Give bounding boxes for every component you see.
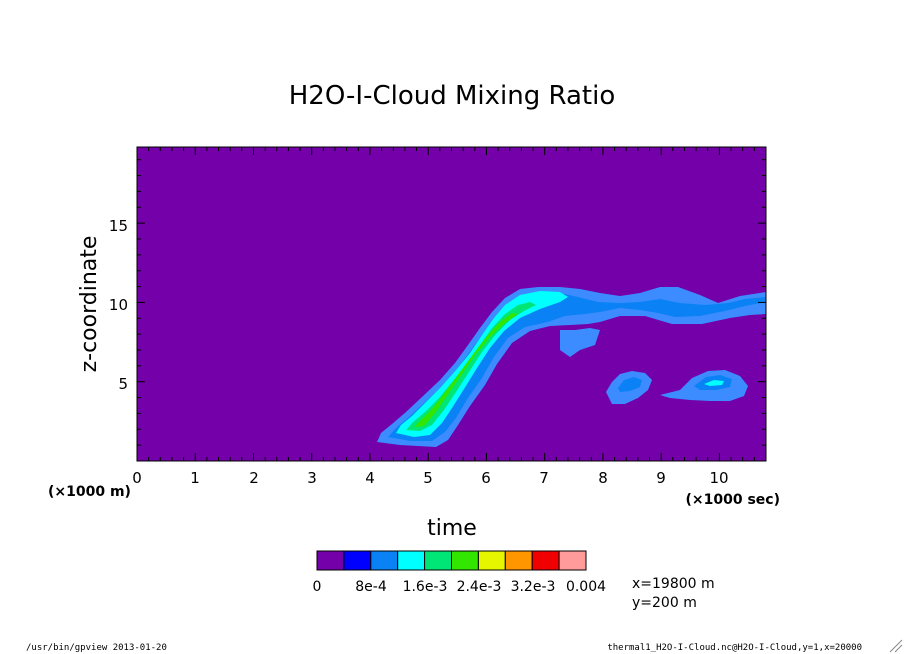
colorbar-swatch	[558, 550, 587, 571]
x-axis-label: time	[427, 516, 477, 541]
y-tick-label: 10	[109, 296, 128, 314]
patch-2-core	[704, 380, 724, 386]
footer-left: /usr/bin/gpview 2013-01-20	[26, 643, 167, 653]
colorbar-swatch	[451, 550, 479, 571]
resize-grip-icon[interactable]	[889, 639, 903, 653]
y-axis-label: z-coordinate	[77, 236, 102, 373]
y-axis-ticks	[137, 159, 766, 462]
x-tick-label: 2	[249, 469, 259, 487]
x-tick-label: 4	[365, 469, 375, 487]
colorbar-swatch	[424, 550, 453, 571]
plume-green-core	[406, 302, 536, 431]
plot-area	[136, 146, 767, 462]
colorbar-label: 8e-4	[355, 579, 387, 595]
x-tick-label: 6	[481, 469, 491, 487]
colorbar-swatch	[370, 550, 399, 571]
colorbar-swatch	[477, 550, 506, 571]
footer-right: thermal1_H2O-I-Cloud.nc@H2O-I-Cloud,y=1,…	[607, 643, 862, 653]
patch-1-inner	[618, 377, 642, 392]
x-tick-label: 10	[709, 469, 728, 487]
colorbar-label: 0.004	[566, 579, 606, 595]
colorbar-frame	[316, 550, 587, 571]
plume-blue-drip	[560, 328, 600, 357]
colorbar-swatch	[504, 550, 533, 571]
colorbar-swatch	[316, 550, 345, 571]
x-tick-label: 5	[423, 469, 433, 487]
colorbar-label: 3.2e-3	[511, 579, 556, 595]
y-tick-label: 5	[118, 375, 128, 393]
section-x-info: x=19800 m	[632, 576, 715, 592]
x-tick-label: 8	[598, 469, 608, 487]
chart-title: H2O-I-Cloud Mixing Ratio	[289, 81, 616, 111]
colorbar-label: 0	[313, 579, 322, 595]
y-tick-label: 15	[109, 217, 128, 235]
section-y-info: y=200 m	[632, 595, 697, 611]
x-tick-label: 3	[307, 469, 317, 487]
x-tick-label: 7	[539, 469, 549, 487]
colorbar	[316, 550, 587, 571]
x-unit-note: (×1000 sec)	[686, 492, 781, 508]
x-tick-labels: 0 1 2 3 4 5 6 7 8 9 10	[132, 469, 728, 487]
y-tick-labels: 5 10 15	[109, 217, 128, 393]
y-unit-note: (×1000 m)	[48, 484, 131, 500]
colorbar-label: 1.6e-3	[403, 579, 448, 595]
x-axis-ticks	[136, 147, 767, 461]
colorbar-label: 2.4e-3	[457, 579, 502, 595]
colorbar-swatch	[397, 550, 426, 571]
x-tick-label: 1	[190, 469, 200, 487]
colorbar-swatch	[343, 550, 372, 571]
colorbar-swatch	[531, 550, 560, 571]
x-tick-label: 0	[132, 469, 142, 487]
colorbar-labels: 0 8e-4 1.6e-3 2.4e-3 3.2e-3 0.004	[313, 579, 607, 595]
x-tick-label: 9	[656, 469, 666, 487]
